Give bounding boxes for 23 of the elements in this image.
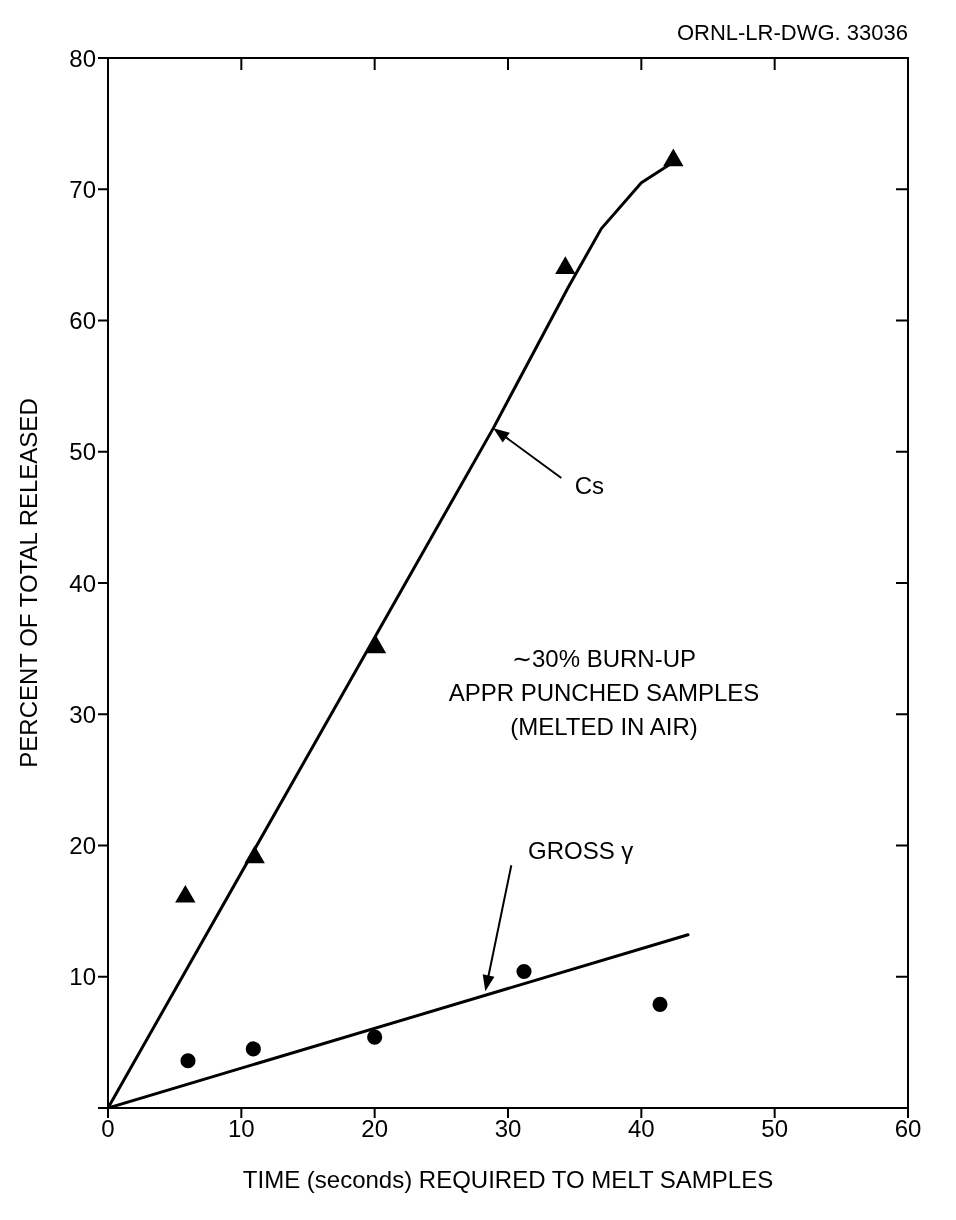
x-tick-label: 0 [101,1115,115,1143]
x-axis-title: TIME (seconds) REQUIRED TO MELT SAMPLES [242,1166,774,1193]
y-tick-label: 70 [69,175,96,203]
annotation: ∼30% BURN-UP [511,645,697,672]
y-tick-label: 10 [69,963,96,991]
annotation: (MELTED IN AIR) [510,713,698,740]
x-tick-label: 60 [894,1115,922,1143]
x-tick-label: 30 [494,1115,522,1143]
x-tick-label: 20 [361,1115,389,1143]
x-tick-label: 10 [227,1115,255,1143]
x-tick-label: 40 [627,1115,655,1143]
y-tick-label: 20 [69,832,96,860]
annotation: Cs [574,471,605,499]
text: ORNL-LR-DWG. 33036 [676,20,908,45]
y-tick-label: 40 [69,569,96,597]
y-axis-title: PERCENT OF TOTAL RELEASED [14,398,42,768]
annotation: APPR PUNCHED SAMPLES [448,679,760,706]
x-tick-label: 50 [761,1115,789,1143]
y-tick-label: 80 [69,44,96,72]
y-tick-label: 50 [69,438,96,466]
y-tick-label: 60 [69,307,96,335]
annotation: GROSS γ [528,836,634,864]
y-tick-label: 30 [69,700,96,728]
